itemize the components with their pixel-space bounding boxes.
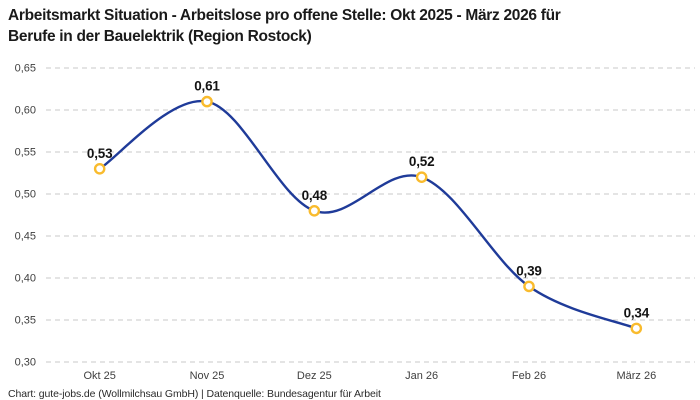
y-axis-tick-label: 0,35 (15, 315, 36, 327)
x-axis-tick-label: Jan 26 (405, 370, 438, 382)
x-axis-tick-label: Okt 25 (83, 370, 115, 382)
data-point-marker (630, 322, 643, 335)
data-point-label: 0,53 (87, 146, 113, 161)
y-axis-tick-label: 0,60 (15, 105, 36, 117)
y-axis-tick-label: 0,65 (15, 63, 36, 75)
y-axis-tick-label: 0,30 (15, 357, 36, 369)
data-point-marker (93, 162, 106, 175)
data-point-marker (523, 280, 535, 293)
chart-credit: Chart: gute-jobs.de (Wollmilchsau GmbH) … (8, 388, 381, 400)
y-axis-tick-label: 0,55 (15, 147, 36, 159)
data-point-marker (308, 204, 321, 217)
series-line (98, 100, 638, 330)
x-axis-tick-label: März 26 (616, 370, 656, 382)
y-axis-tick-label: 0,50 (15, 189, 36, 201)
chart-title-line1: Arbeitsmarkt Situation - Arbeitslose pro… (8, 7, 561, 24)
x-axis-tick-label: Feb 26 (512, 370, 546, 382)
x-axis-tick-label: Dez 25 (297, 370, 332, 382)
data-point-label: 0,52 (409, 154, 434, 169)
data-point-label: 0,61 (194, 79, 220, 94)
data-point-label: 0,34 (624, 305, 650, 320)
y-axis-tick-label: 0,40 (15, 273, 36, 285)
chart-title-line2: Berufe in der Bauelektrik (Region Rostoc… (8, 28, 312, 45)
y-axis-tick-label: 0,45 (15, 231, 36, 243)
data-point-marker (415, 171, 428, 183)
data-point-label: 0,39 (516, 263, 541, 278)
data-point-marker (201, 95, 213, 108)
x-axis-tick-label: Nov 25 (190, 370, 225, 382)
chart-title: Arbeitsmarkt Situation - Arbeitslose pro… (8, 5, 668, 47)
data-point-label: 0,48 (302, 188, 328, 203)
